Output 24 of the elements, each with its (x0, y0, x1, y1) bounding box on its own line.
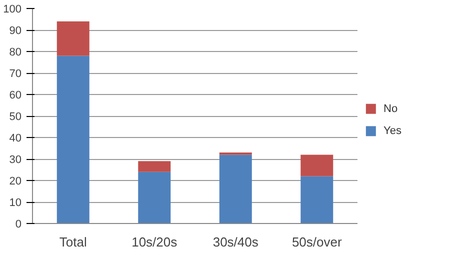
y-tick-label: 90 (9, 25, 22, 37)
x-tick-label: Total (59, 234, 87, 250)
y-tick-label: 0 (15, 218, 22, 230)
legend-label: No (384, 102, 398, 115)
y-tick-label: 80 (9, 46, 22, 58)
y-tick-label: 60 (9, 90, 22, 102)
y-tick-label: 100 (3, 4, 22, 16)
x-tick-label: 10s/20s (132, 234, 178, 250)
x-tick-label: 50s/over (292, 234, 342, 250)
bar (56, 56, 90, 224)
bar (56, 21, 90, 56)
x-tick-label: 30s/40s (212, 234, 259, 250)
legend-label: Yes (384, 125, 402, 138)
bar (300, 176, 334, 224)
y-tick-label: 30 (9, 154, 22, 166)
y-tick-label: 40 (9, 132, 22, 144)
y-tick-label: 10 (9, 197, 22, 209)
bar (138, 161, 171, 172)
bar (219, 154, 252, 224)
bar (300, 154, 334, 176)
y-tick-label: 20 (9, 176, 22, 188)
bar (138, 172, 171, 224)
y-tick-label: 70 (9, 68, 22, 80)
y-tick-label: 50 (9, 111, 22, 123)
